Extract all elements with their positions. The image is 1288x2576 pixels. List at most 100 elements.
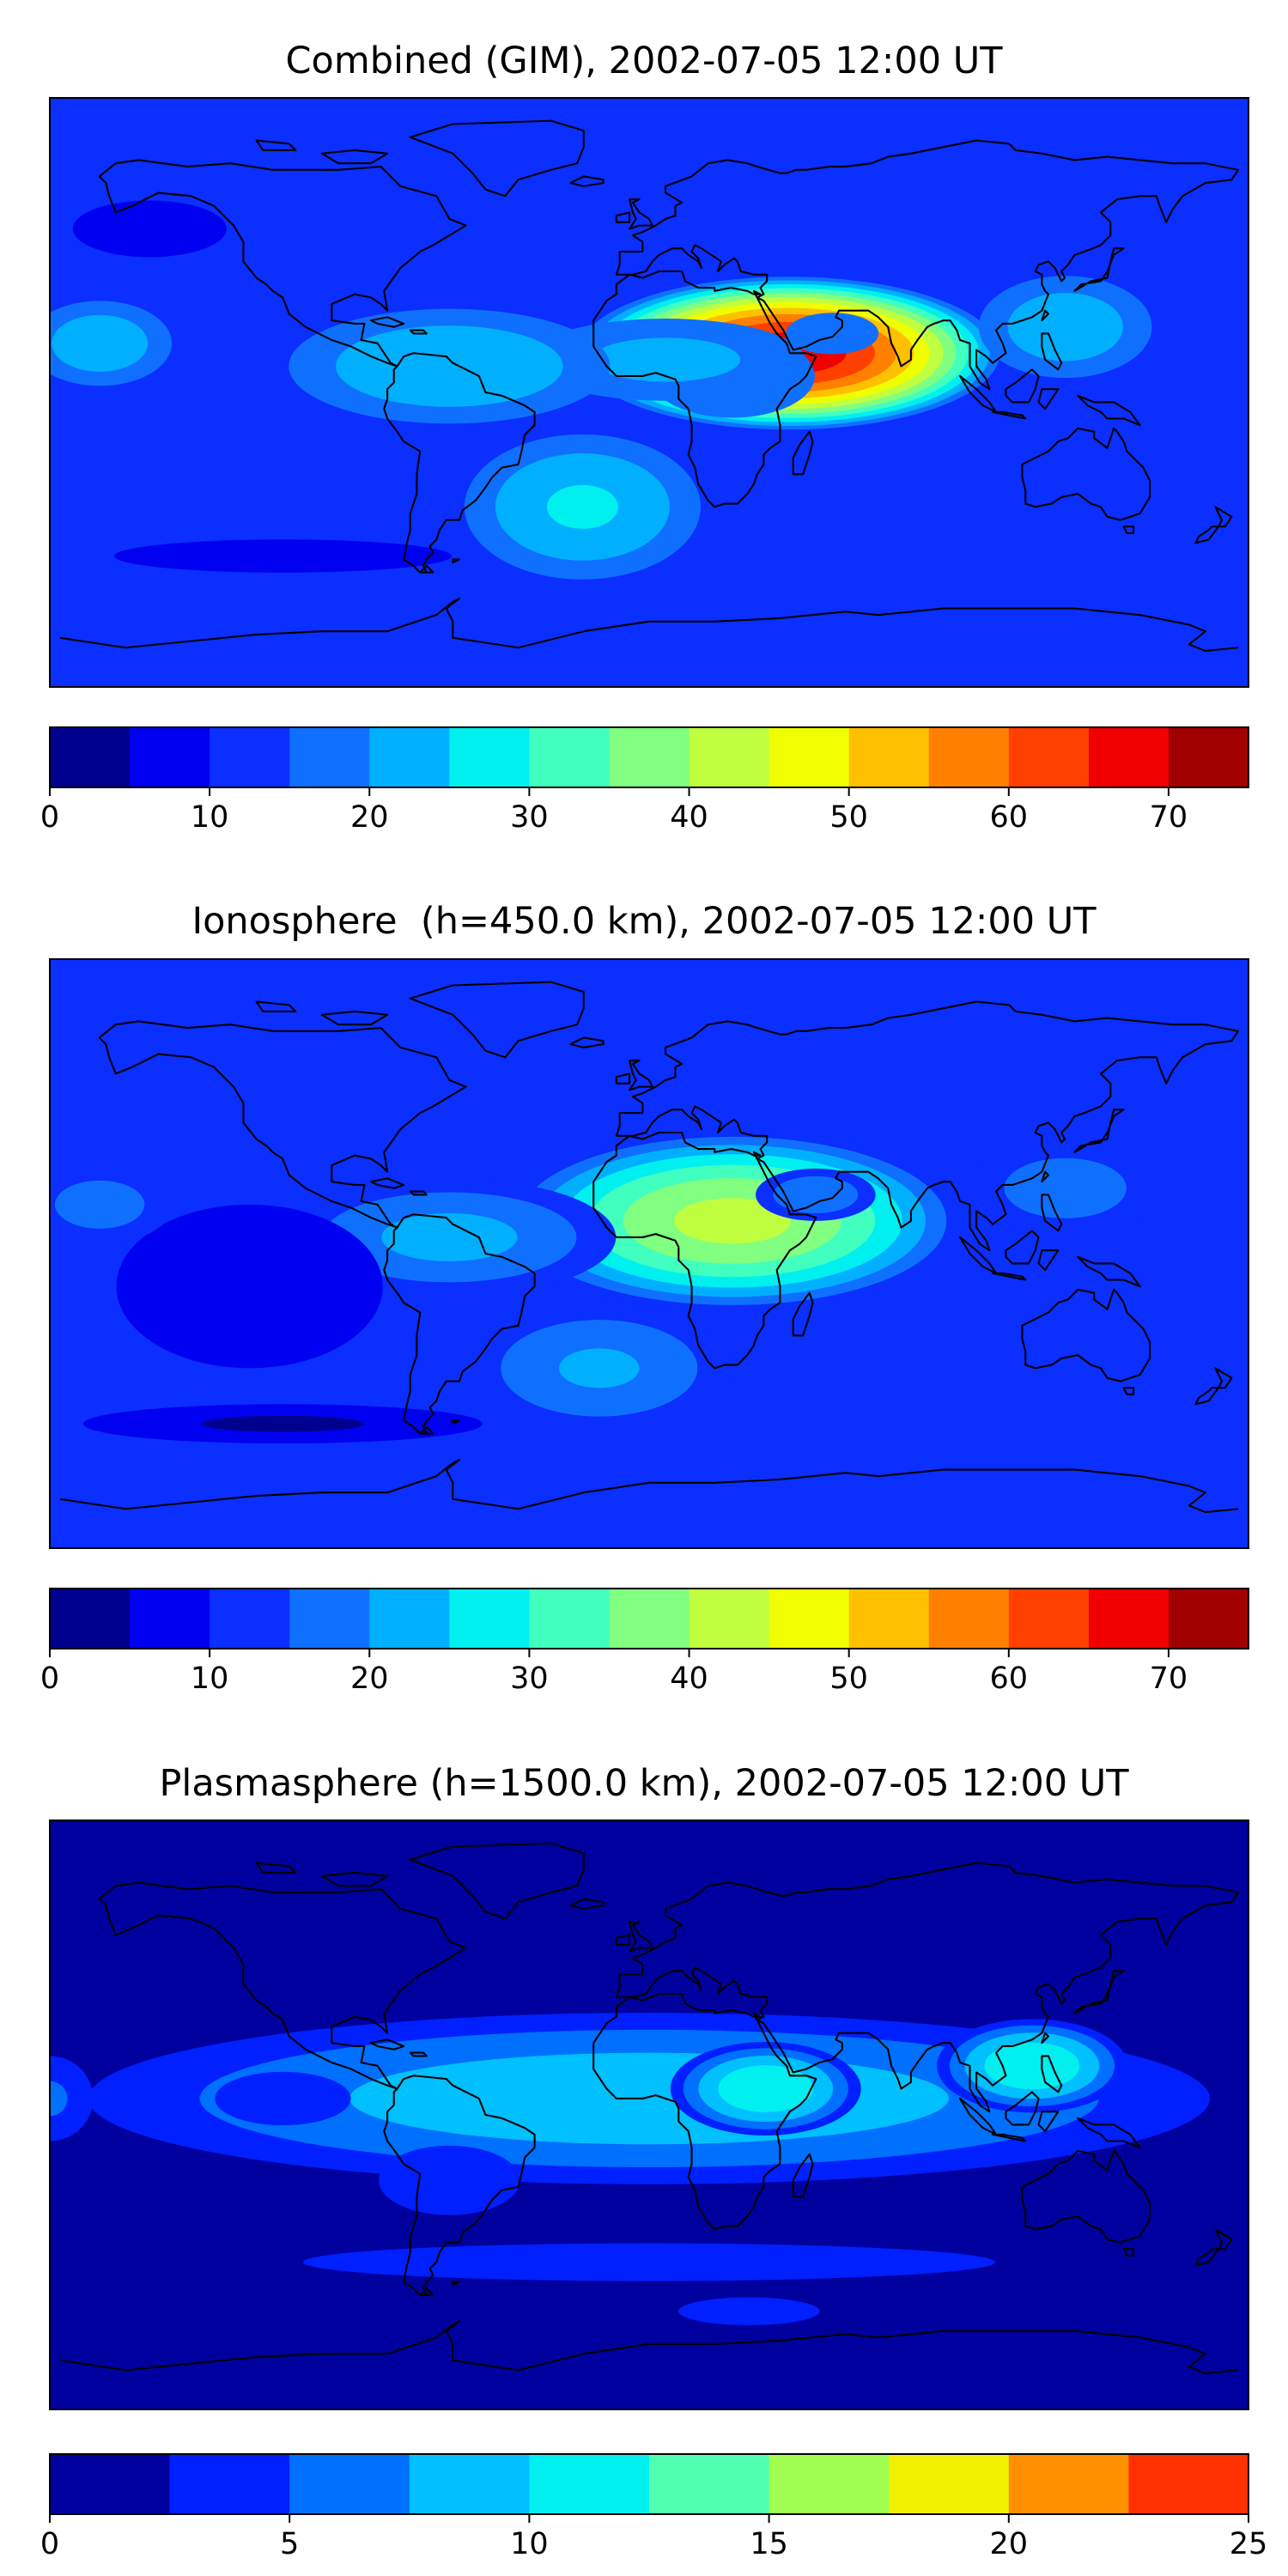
contour-band bbox=[50, 2081, 68, 2117]
colorbar-tick-label: 15 bbox=[750, 2527, 788, 2561]
colorbar-3: 0 5 10 15 20 25 bbox=[40, 2453, 1268, 2561]
contour-band bbox=[984, 2042, 1080, 2090]
colorbar-segment bbox=[649, 2454, 770, 2514]
contour-band bbox=[379, 2145, 520, 2215]
colorbar-tick-label: 5 bbox=[280, 2527, 299, 2561]
colorbar-segment bbox=[50, 727, 131, 787]
colorbar-tick-label: 10 bbox=[510, 2527, 549, 2561]
contour-band bbox=[559, 1348, 640, 1388]
colorbar-tick-label: 20 bbox=[990, 2527, 1029, 2561]
colorbar-segment bbox=[369, 1589, 450, 1649]
colorbar-2: 0 10 20 30 40 50 60 70 bbox=[40, 1588, 1249, 1696]
colorbar-segment bbox=[130, 727, 210, 787]
colorbar-segment bbox=[1168, 727, 1249, 787]
colorbar-tick-label: 30 bbox=[510, 1662, 549, 1696]
colorbar-segment bbox=[449, 1589, 530, 1649]
colorbar-1: 0 10 20 30 40 50 60 70 bbox=[40, 726, 1249, 835]
colorbar-segment bbox=[1168, 1589, 1249, 1649]
colorbar-tick-label: 70 bbox=[1150, 800, 1188, 835]
colorbar-tick-label: 25 bbox=[1230, 2527, 1268, 2561]
colorbar-tick-label: 60 bbox=[990, 1662, 1029, 1696]
colorbar-segment bbox=[1088, 727, 1170, 787]
colorbar-tick-label: 20 bbox=[350, 1662, 389, 1696]
colorbar-segment bbox=[1008, 727, 1090, 787]
contour-band bbox=[718, 2065, 814, 2112]
colorbar-segment bbox=[529, 1589, 611, 1649]
contour-band bbox=[303, 2243, 995, 2281]
colorbar-segment bbox=[769, 1589, 850, 1649]
colorbar-segment bbox=[50, 1589, 131, 1649]
colorbar-segment bbox=[529, 727, 611, 787]
map-frame bbox=[49, 958, 1249, 1549]
contour-band bbox=[773, 1176, 859, 1213]
colorbar-tick-label: 70 bbox=[1150, 1662, 1188, 1696]
colorbar-segment bbox=[409, 2454, 530, 2514]
contour-band bbox=[1004, 1157, 1127, 1218]
colorbar-tick-label: 50 bbox=[829, 1662, 868, 1696]
colorbar-segment bbox=[289, 727, 370, 787]
colorbar-segment bbox=[169, 2454, 290, 2514]
panel-2-title: Ionosphere (h=450.0 km), 2002-07-05 12:0… bbox=[191, 900, 1097, 943]
colorbar-segment bbox=[769, 2454, 890, 2514]
colorbar-tick-label: 20 bbox=[350, 800, 389, 835]
contour-band bbox=[674, 1198, 791, 1244]
colorbar-segment bbox=[369, 727, 450, 787]
colorbar-segment bbox=[689, 1589, 770, 1649]
colorbar-frame bbox=[49, 726, 1249, 788]
contour-band bbox=[215, 2071, 351, 2126]
colorbar-segment bbox=[289, 2454, 410, 2514]
colorbar-segment bbox=[609, 1589, 690, 1649]
colorbar-segment bbox=[529, 2454, 650, 2514]
contour-band bbox=[678, 2297, 820, 2325]
colorbar-segment bbox=[1128, 2454, 1249, 2514]
colorbar-segment bbox=[609, 727, 690, 787]
colorbar-segment bbox=[769, 727, 850, 787]
tec-map-2 bbox=[50, 959, 1249, 1548]
contour-band bbox=[50, 2056, 94, 2142]
panel-3: 0 5 10 15 20 25 bbox=[40, 1820, 1268, 2561]
contour-band bbox=[52, 314, 149, 372]
colorbar-segment bbox=[289, 1589, 370, 1649]
colorbar-frame bbox=[49, 2453, 1249, 2515]
contour-band bbox=[72, 200, 227, 258]
contour-band bbox=[201, 1415, 365, 1432]
contour-band bbox=[336, 325, 563, 407]
contour-band bbox=[113, 539, 453, 573]
contour-band bbox=[591, 337, 741, 382]
colorbar-tick-label: 50 bbox=[829, 800, 868, 835]
colorbar-segment bbox=[210, 1589, 290, 1649]
colorbar-segment bbox=[130, 1589, 210, 1649]
panel-2: 0 10 20 30 40 50 60 70 bbox=[40, 958, 1249, 1696]
contour-band bbox=[1007, 293, 1123, 361]
colorbar-tick-label: 40 bbox=[670, 800, 708, 835]
panel-1: 0 10 20 30 40 50 60 70 bbox=[40, 97, 1249, 835]
colorbar-tick-label: 0 bbox=[40, 800, 59, 835]
contour-band bbox=[54, 1180, 145, 1229]
colorbar-segment bbox=[928, 1589, 1010, 1649]
colorbar-segment bbox=[848, 1589, 930, 1649]
colorbar-frame bbox=[49, 1588, 1249, 1649]
panel-1-title: Combined (GIM), 2002-07-05 12:00 UT bbox=[285, 39, 1003, 82]
panel-3-title: Plasmasphere (h=1500.0 km), 2002-07-05 1… bbox=[159, 1762, 1129, 1805]
colorbar-segment bbox=[50, 2454, 171, 2514]
colorbar-tick-label: 60 bbox=[990, 800, 1029, 835]
map-frame bbox=[49, 97, 1249, 688]
colorbar-segment bbox=[210, 727, 290, 787]
colorbar-tick-label: 40 bbox=[670, 1662, 708, 1696]
contour-band bbox=[349, 2052, 949, 2145]
colorbar-segment bbox=[848, 727, 930, 787]
map-frame bbox=[49, 1820, 1249, 2410]
tec-map-3 bbox=[50, 1820, 1249, 2409]
colorbar-tick-label: 10 bbox=[191, 800, 229, 835]
colorbar-tick-label: 10 bbox=[191, 1662, 229, 1696]
colorbar-segment bbox=[889, 2454, 1010, 2514]
colorbar-tick-label: 0 bbox=[40, 2527, 59, 2561]
colorbar-segment bbox=[689, 727, 770, 787]
colorbar-segment bbox=[1088, 1589, 1170, 1649]
colorbar-segment bbox=[928, 727, 1010, 787]
contour-band bbox=[546, 484, 618, 529]
colorbar-tick-label: 30 bbox=[510, 800, 549, 835]
colorbar-tick-label: 0 bbox=[40, 1662, 59, 1696]
